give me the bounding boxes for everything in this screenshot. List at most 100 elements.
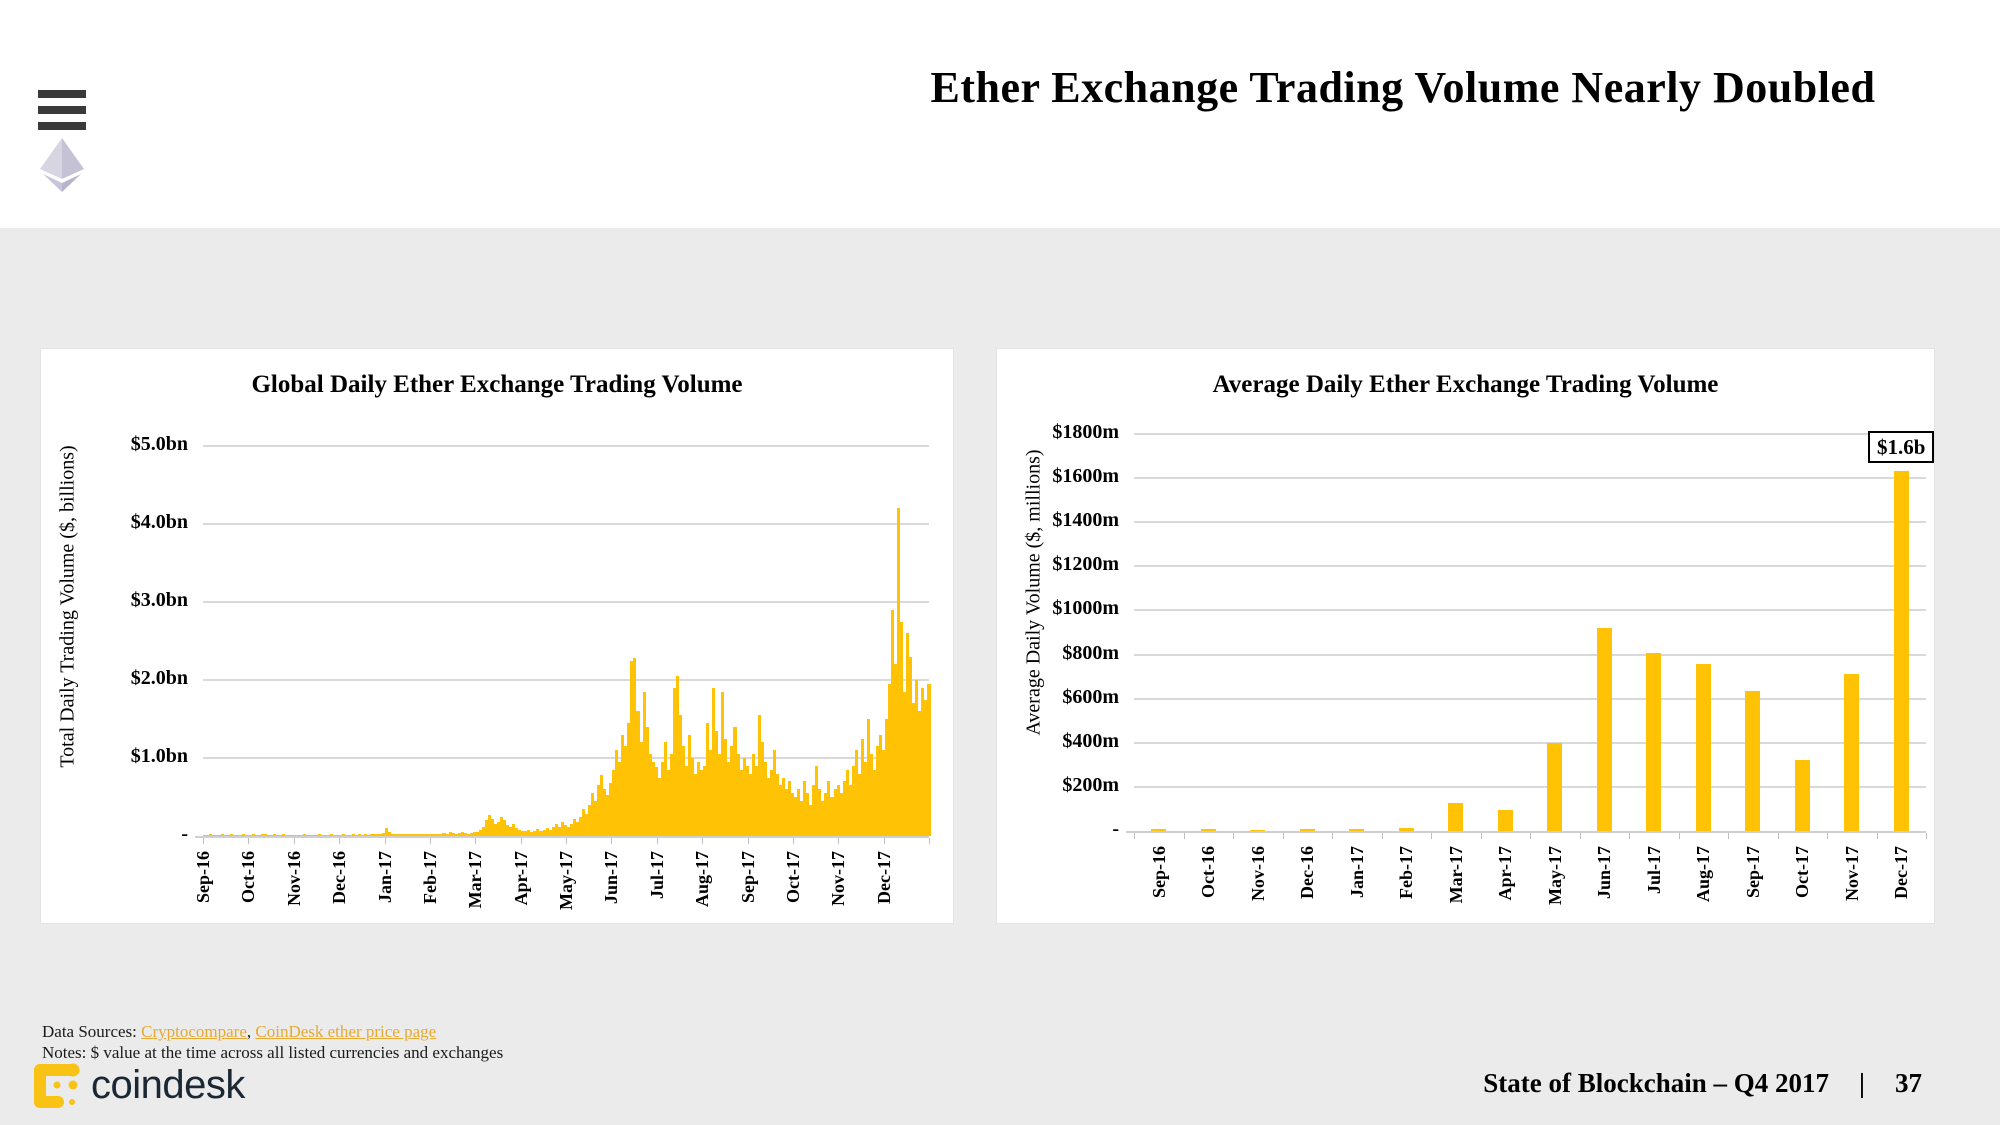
y-tick-label: $1400m [1052,509,1119,532]
y-tick-label: $400m [1062,729,1119,752]
daily-volume-bar [745,765,749,836]
monthly-volume-bar [1250,830,1266,831]
daily-volume-bar [448,832,452,836]
daily-volume-bar [909,656,913,836]
daily-volume-bar [457,832,461,836]
y-tick-label: $3.0bn [130,589,188,611]
link-cryptocompare[interactable]: Cryptocompare [141,1022,247,1041]
x-tick-label: Nov-17 [1841,846,1862,901]
x-tick-label: Nov-16 [283,851,304,906]
daily-volume-bar [336,835,340,836]
x-tick-label: Aug-17 [692,851,713,908]
daily-volume-bar [327,835,331,836]
y-tick-label: $1600m [1052,465,1119,488]
daily-volume-bar [272,834,276,836]
chart-title: Average Daily Ether Exchange Trading Vol… [1212,371,1719,398]
daily-volume-bar [284,835,288,836]
monthly-volume-bar [1794,760,1810,831]
daily-volume-bar [597,785,601,836]
daily-volume-bar [309,835,313,836]
daily-volume-bar [621,734,625,836]
daily-volume-bar [603,789,607,836]
x-tick-label: Oct-17 [782,851,803,903]
link-coindesk-ether-price-page[interactable]: CoinDesk ether price page [255,1022,437,1041]
x-tick-label: Jun-17 [1594,846,1615,900]
daily-volume-bar [785,789,789,836]
daily-volume-bar [472,832,476,836]
monthly-volume-bar [1695,664,1711,831]
daily-volume-bar [700,769,704,836]
gridline [203,523,929,525]
daily-volume-bar [812,785,816,836]
daily-volume-bar [397,833,401,836]
daily-volume-bar [724,738,728,836]
daily-volume-bar [360,835,364,836]
daily-volume-bar [854,750,858,836]
y-tick-label: - [1112,818,1119,840]
daily-volume-bar [254,835,258,836]
daily-volume-bar [209,834,213,836]
gridline [1134,697,1926,700]
daily-volume-bar [903,691,907,836]
x-tick-label: Dec-17 [1891,846,1912,899]
x-tick-mark [1530,833,1531,839]
daily-volume-bar [500,816,504,836]
daily-volume-bar [412,833,416,836]
chart-panel-average-daily-volume: Average Daily Ether Exchange Trading Vol… [996,348,1935,924]
x-tick-label: Sep-16 [193,851,213,904]
daily-volume-bar [357,834,361,836]
daily-volume-bar [321,835,325,836]
daily-volume-bar [400,834,404,836]
coindesk-logo-icon [34,1063,80,1108]
daily-volume-bar [563,825,567,836]
daily-volume-bar [924,699,928,836]
daily-volume-bar [503,820,507,836]
daily-volume-bar [424,834,428,836]
x-tick-mark [838,838,840,844]
gridline [1134,785,1926,788]
daily-volume-bar [866,719,870,836]
daily-volume-bar [366,835,370,836]
daily-volume-bar [794,797,798,836]
daily-volume-bar [206,835,210,836]
notes-line: Notes: $ value at the time across all li… [42,1043,504,1062]
daily-volume-bar [415,834,419,836]
daily-volume-bar [545,828,549,836]
x-tick-mark [656,838,658,844]
x-tick-label: Feb-17 [419,851,440,904]
y-tick-label: $1200m [1052,553,1119,576]
x-tick-mark [747,838,749,844]
daily-volume-bar [509,826,513,836]
daily-volume-bar [851,765,855,836]
daily-volume-bar [215,835,219,836]
daily-volume-bar [663,742,667,836]
daily-volume-bar [754,765,758,836]
daily-volume-bar [345,835,349,836]
daily-volume-bar [897,508,901,836]
daily-volume-bar [324,835,328,836]
daily-volume-bar [463,832,467,836]
x-tick-mark [1629,833,1630,839]
data-sources-line: Data Sources: Cryptocompare, CoinDesk et… [42,1022,436,1042]
x-tick-label: Apr-17 [1495,846,1516,901]
hamburger-menu-icon[interactable] [38,90,86,130]
daily-volume-bar [330,834,334,836]
x-tick-label: Jul-17 [1643,846,1664,895]
x-tick-label: Dec-16 [1297,846,1318,899]
daily-volume-bar [587,804,591,836]
x-tick-label: Jan-17 [1346,846,1367,899]
daily-volume-bar [857,773,861,836]
x-tick-mark [929,838,930,844]
daily-volume-bar [797,789,801,836]
daily-volume-bar [269,835,273,836]
daily-volume-bar [575,821,579,836]
daily-volume-bar [409,834,413,836]
gridline [1134,741,1926,744]
x-tick-mark [475,838,477,844]
x-tick-label: Sep-16 [1148,846,1169,899]
daily-volume-bar [494,824,498,836]
daily-volume-bar [303,834,307,836]
daily-volume-bar [306,835,310,836]
daily-volume-bar [221,834,225,836]
daily-volume-bar [657,777,661,836]
